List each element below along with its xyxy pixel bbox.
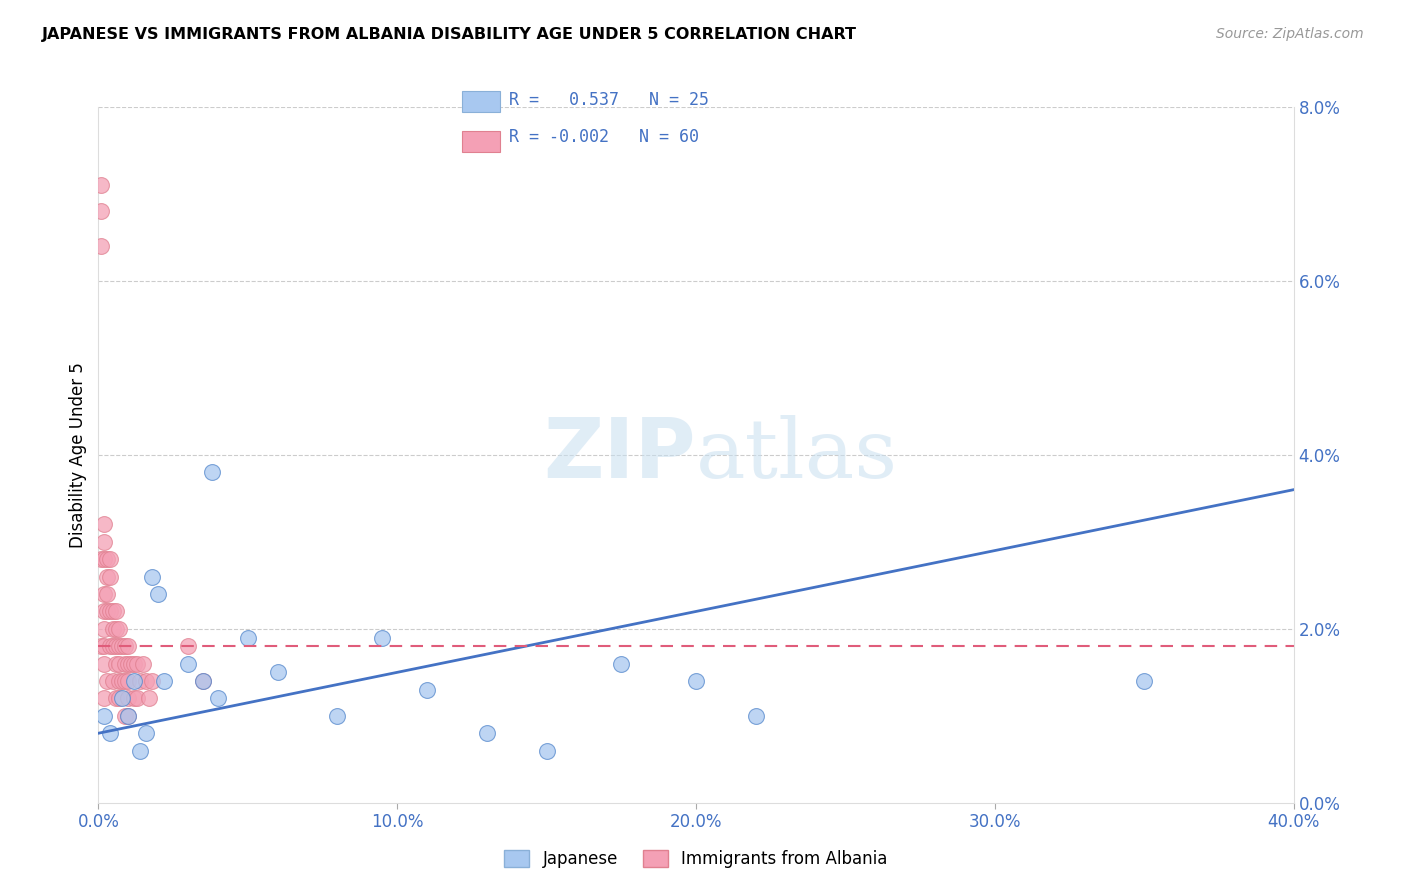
Point: [153, 674, 176, 689]
Point: [100, 570, 122, 584]
Point: [103, 605, 125, 619]
Point: [127, 691, 149, 706]
Point: [111, 691, 134, 706]
Point: [267, 665, 290, 680]
Point: [108, 657, 131, 671]
Point: [108, 691, 131, 706]
Point: [191, 674, 214, 689]
Point: [103, 639, 125, 653]
Point: [93, 587, 115, 601]
Point: [129, 744, 152, 758]
Point: [117, 674, 139, 689]
Point: [93, 552, 115, 566]
Point: [90, 204, 112, 219]
Point: [100, 726, 122, 740]
Point: [93, 657, 115, 671]
Legend: Japanese, Immigrants from Albania: Japanese, Immigrants from Albania: [498, 843, 894, 874]
Point: [207, 691, 229, 706]
Point: [96, 674, 118, 689]
Point: [93, 622, 115, 636]
Point: [191, 674, 214, 689]
Point: [117, 708, 139, 723]
Point: [117, 691, 139, 706]
Point: [100, 552, 122, 566]
Point: [685, 674, 707, 689]
Y-axis label: Disability Age Under 5: Disability Age Under 5: [69, 362, 87, 548]
Point: [114, 639, 136, 653]
Point: [124, 657, 146, 671]
Point: [90, 639, 112, 653]
Point: [111, 639, 134, 653]
Point: [108, 639, 131, 653]
Point: [120, 657, 142, 671]
Point: [108, 622, 131, 636]
Point: [326, 708, 349, 723]
Point: [90, 239, 112, 253]
Point: [132, 657, 155, 671]
Point: [138, 691, 160, 706]
Point: [117, 639, 139, 653]
Point: [100, 605, 122, 619]
Text: JAPANESE VS IMMIGRANTS FROM ALBANIA DISABILITY AGE UNDER 5 CORRELATION CHART: JAPANESE VS IMMIGRANTS FROM ALBANIA DISA…: [42, 27, 858, 42]
Point: [96, 552, 118, 566]
Point: [96, 570, 118, 584]
Text: R =   0.537   N = 25: R = 0.537 N = 25: [509, 91, 709, 109]
Point: [135, 726, 157, 740]
Point: [177, 639, 200, 653]
Point: [201, 466, 224, 480]
Point: [236, 631, 259, 645]
Point: [93, 639, 115, 653]
Point: [105, 691, 128, 706]
Point: [114, 674, 136, 689]
Point: [114, 657, 136, 671]
Point: [141, 674, 163, 689]
Text: atlas: atlas: [696, 415, 898, 495]
Point: [96, 587, 118, 601]
Point: [96, 605, 118, 619]
Point: [105, 639, 128, 653]
Bar: [461, 131, 501, 152]
Point: [745, 708, 768, 723]
Point: [127, 657, 149, 671]
Point: [103, 622, 125, 636]
Point: [93, 535, 115, 549]
Point: [105, 657, 128, 671]
Text: ZIP: ZIP: [544, 415, 696, 495]
Point: [177, 657, 200, 671]
Point: [148, 587, 170, 601]
Text: R = -0.002   N = 60: R = -0.002 N = 60: [509, 128, 699, 145]
Point: [536, 744, 558, 758]
Point: [114, 708, 136, 723]
Point: [124, 691, 146, 706]
Point: [103, 674, 125, 689]
Bar: [461, 91, 501, 112]
Point: [1133, 674, 1156, 689]
Point: [610, 657, 633, 671]
Point: [90, 178, 112, 193]
Point: [105, 605, 128, 619]
Point: [105, 622, 128, 636]
Point: [93, 691, 115, 706]
Point: [475, 726, 498, 740]
Point: [371, 631, 394, 645]
Point: [100, 639, 122, 653]
Point: [416, 682, 439, 697]
Text: Source: ZipAtlas.com: Source: ZipAtlas.com: [1216, 27, 1364, 41]
Point: [108, 674, 131, 689]
Point: [111, 674, 134, 689]
Point: [135, 674, 157, 689]
Point: [141, 570, 163, 584]
Point: [93, 605, 115, 619]
Point: [124, 674, 146, 689]
Point: [93, 708, 115, 723]
Point: [90, 552, 112, 566]
Point: [93, 517, 115, 532]
Point: [117, 708, 139, 723]
Point: [129, 674, 152, 689]
Point: [117, 657, 139, 671]
